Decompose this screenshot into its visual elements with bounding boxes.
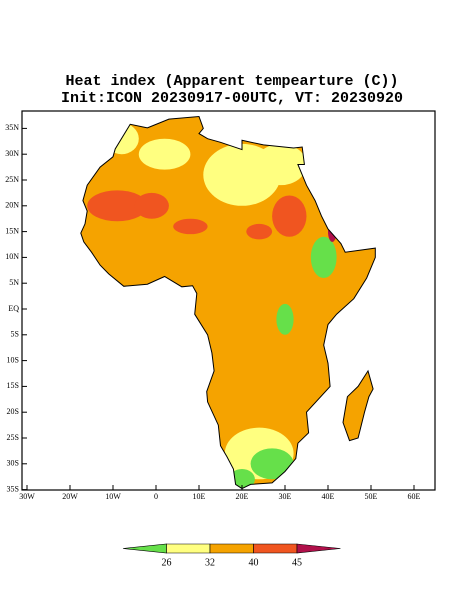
- lat-tick-label: 5S: [11, 330, 19, 339]
- colorbar-label: 40: [249, 557, 259, 568]
- lon-tick-label: 50E: [365, 492, 378, 501]
- field-region: [87, 190, 148, 222]
- lon-tick-label: 0: [154, 492, 158, 501]
- colorbar-segment: [209, 543, 254, 554]
- field-region: [254, 143, 307, 186]
- colorbar-segment: [166, 543, 211, 554]
- lat-tick-label: 30N: [5, 149, 19, 158]
- lat-tick-label: 20S: [7, 407, 19, 416]
- lon-tick-label: 30W: [19, 492, 35, 501]
- lon-tick-label: 10W: [105, 492, 121, 501]
- lat-tick-label: 35N: [5, 123, 19, 132]
- field-region: [173, 218, 208, 235]
- lat-tick-label: 20N: [5, 201, 19, 210]
- lat-tick-label: 25N: [5, 175, 19, 184]
- lat-tick-label: EQ: [8, 304, 19, 313]
- lon-tick-label: 60E: [408, 492, 421, 501]
- lat-tick-label: 5N: [9, 278, 19, 287]
- field-region: [310, 236, 337, 279]
- lat-tick-label: 15S: [7, 381, 19, 390]
- colorbar-label: 32: [205, 557, 215, 568]
- lat-tick-label: 15N: [5, 226, 19, 235]
- lon-tick-label: 20E: [236, 492, 249, 501]
- field-region: [272, 195, 307, 237]
- title: Heat index (Apparent tempearture (C)): [65, 73, 398, 90]
- colorbar-segment: [253, 543, 298, 554]
- colorbar-segment: [296, 543, 341, 554]
- lon-tick-label: 40E: [322, 492, 335, 501]
- field-region: [134, 192, 169, 219]
- colorbar-segment: [122, 543, 167, 554]
- field-region: [246, 223, 273, 240]
- field-region: [138, 138, 191, 170]
- colorbar-label: 26: [162, 557, 172, 568]
- field-region: [250, 448, 294, 480]
- lon-tick-label: 20W: [62, 492, 78, 501]
- field-region: [276, 303, 294, 335]
- lat-tick-label: 35S: [7, 484, 19, 493]
- coastline: [80, 115, 376, 490]
- subtitle: Init:ICON 20230917-00UTC, VT: 20230920: [61, 90, 403, 107]
- lat-tick-label: 10S: [7, 355, 19, 364]
- colorbar-label: 45: [292, 557, 302, 568]
- lat-tick-label: 25S: [7, 433, 19, 442]
- lon-tick-label: 30E: [279, 492, 292, 501]
- lon-tick-label: 10E: [193, 492, 206, 501]
- lat-tick-label: 30S: [7, 459, 19, 468]
- lat-tick-label: 10N: [5, 252, 19, 261]
